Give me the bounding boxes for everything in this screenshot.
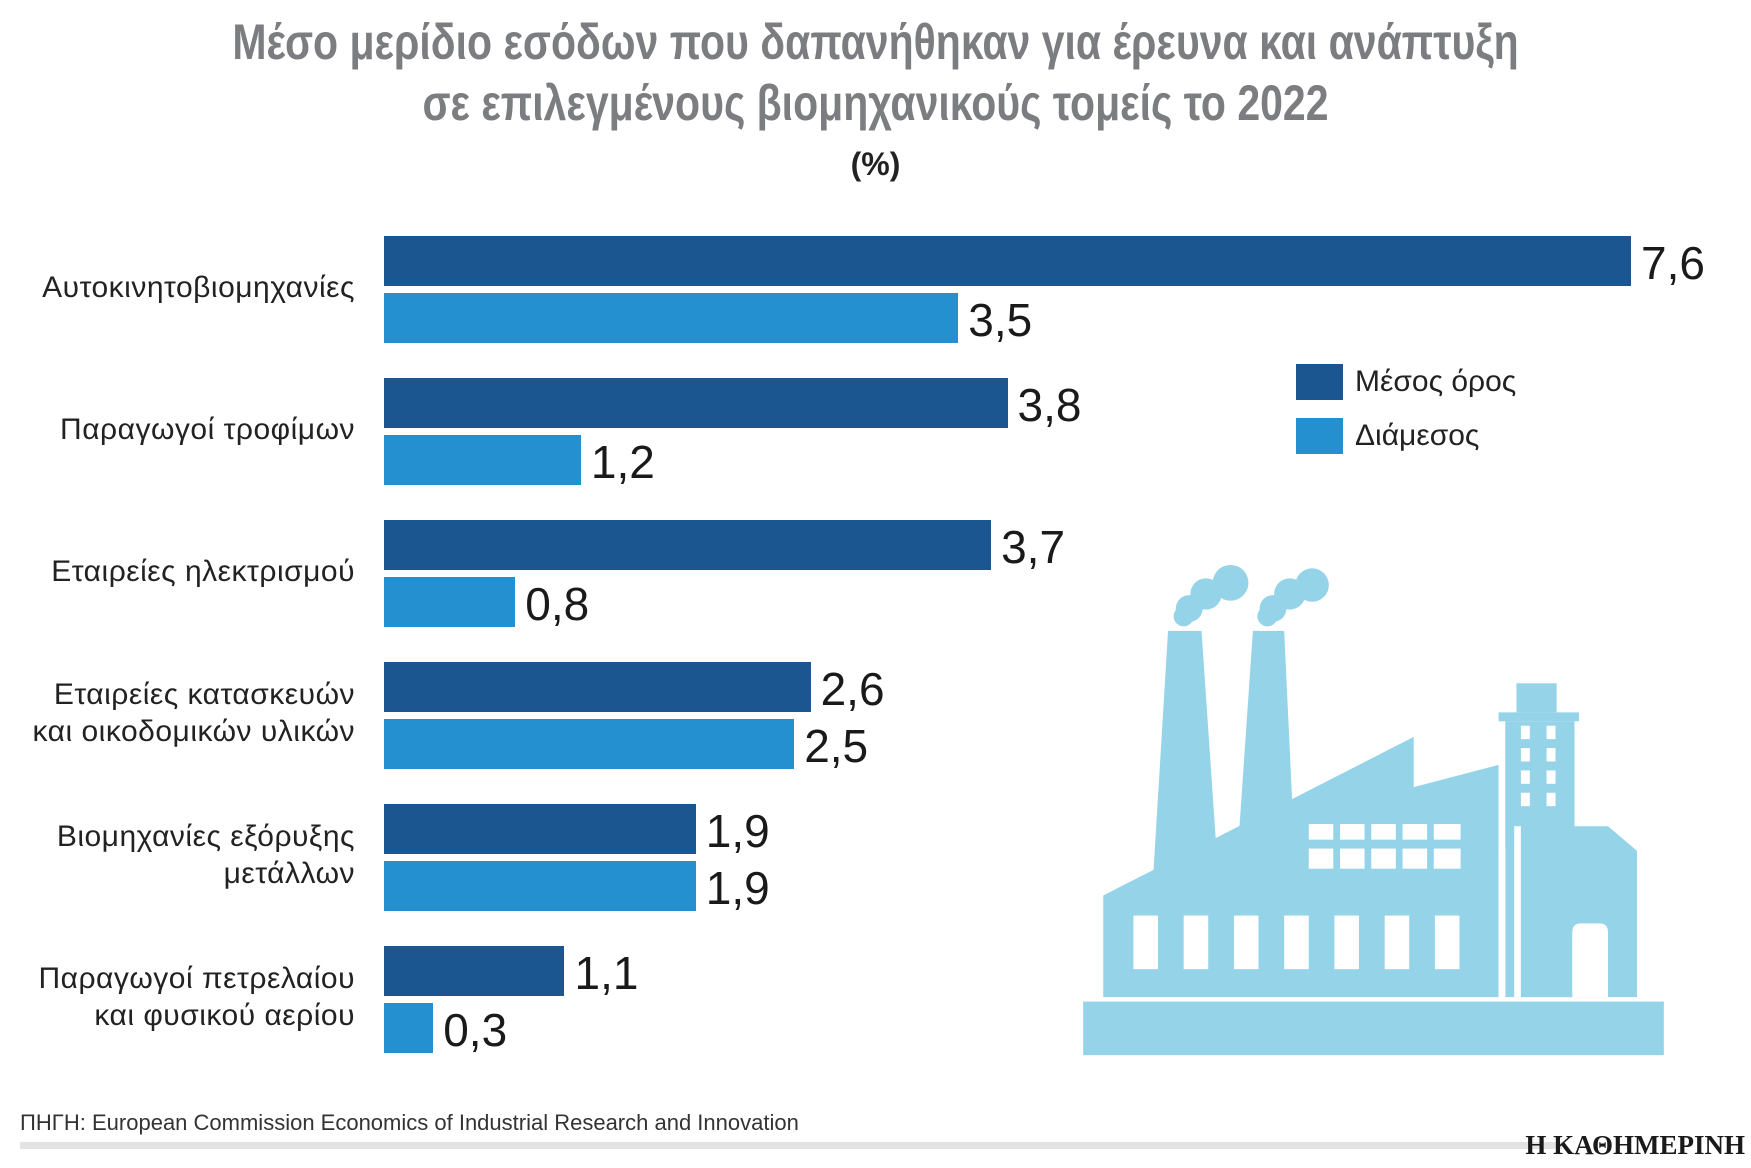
category-label: Παραγωγοί τροφίμων (60, 411, 355, 448)
bar-mean (384, 804, 696, 854)
value-label-median: 3,5 (968, 294, 1033, 346)
value-label-median: 0,8 (525, 578, 590, 630)
footer-rule (20, 1142, 1562, 1149)
bar-median (384, 1003, 434, 1053)
category-label-line: Αυτοκινητοβιομηχανίες (42, 270, 355, 304)
category-label-line: μετάλλων (223, 857, 355, 890)
category-label-line: και φυσικού αερίου (94, 999, 355, 1032)
bar-median (384, 577, 516, 627)
value-label-mean: 2,6 (820, 663, 885, 715)
category-label-line: και οικοδομικών υλικών (32, 715, 355, 748)
category-label-line: Βιομηχανίες εξόρυξης (56, 820, 355, 853)
category-label-line: Εταιρείες κατασκευών (53, 678, 355, 711)
bar-mean (384, 520, 992, 570)
category-label-line: Εταιρείες ηλεκτρισμού (51, 554, 355, 588)
bar-median (384, 293, 959, 343)
value-label-median: 0,3 (443, 1004, 508, 1056)
unit-label: (%) (850, 146, 901, 182)
category-label: Εταιρείες κατασκευών και οικοδομικών υλικ… (33, 676, 356, 750)
bar-mean (384, 946, 565, 996)
value-label-mean: 1,1 (574, 947, 639, 999)
publisher-logo: Η ΚΑΘΗΜΕΡΙΝΗ (1525, 1130, 1745, 1160)
bar-median (384, 435, 581, 485)
bar-median (384, 861, 696, 911)
category-label-line: Παραγωγοί τροφίμων (60, 412, 355, 446)
chart-title-line2: σε επιλεγμένους βιομηχανικούς τομείς το … (422, 75, 1329, 131)
bar-mean (384, 662, 811, 712)
value-label-mean: 1,9 (705, 805, 770, 857)
legend-swatch-median (1296, 418, 1343, 454)
category-label: Παραγωγοί πετρελαίου και φυσικού αερίου (38, 960, 355, 1034)
bar-median (384, 719, 795, 769)
value-label-mean: 3,7 (1001, 521, 1066, 573)
value-label-median: 2,5 (804, 720, 869, 772)
legend-label-median: Διάμεσος (1355, 419, 1480, 452)
value-label-median: 1,9 (705, 862, 770, 914)
legend-swatch-mean (1296, 364, 1343, 400)
factory-illustration (1083, 564, 1664, 1056)
value-label-mean: 3,8 (1017, 379, 1082, 431)
category-label: Εταιρείες ηλεκτρισμού (51, 553, 355, 590)
bar-mean (384, 378, 1008, 428)
value-label-median: 1,2 (590, 436, 655, 488)
bar-mean (384, 236, 1631, 286)
category-label: Βιομηχανίες εξόρυξης μετάλλων (57, 818, 355, 892)
value-label-mean: 7,6 (1641, 237, 1705, 289)
legend-label-mean: Μέσος όρος (1355, 365, 1517, 398)
category-label-line: Παραγωγοί πετρελαίου (38, 962, 355, 995)
chart-title-line1: Μέσο μερίδιο εσόδων που δαπανήθηκαν για … (232, 14, 1519, 70)
source-note: ΠΗΓΗ: European Commission Economics of I… (20, 1110, 799, 1135)
category-label: Αυτοκινητοβιομηχανίες (42, 269, 355, 306)
